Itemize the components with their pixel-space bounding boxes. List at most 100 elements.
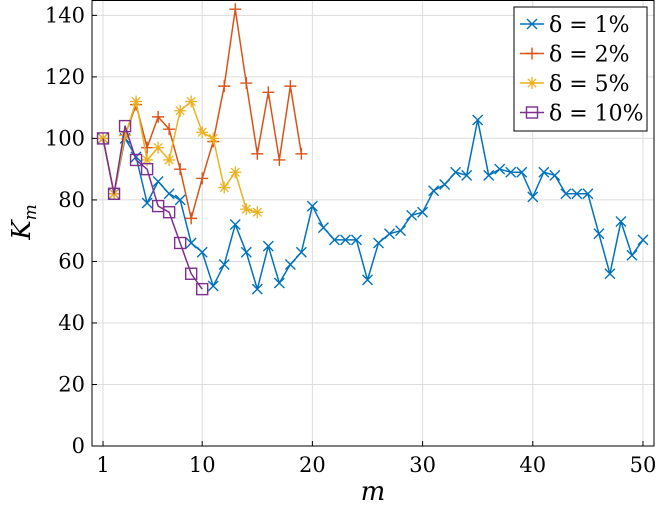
data-point-marker (107, 187, 121, 200)
y-tick-label: 40 (58, 311, 85, 335)
data-point-marker (162, 206, 176, 219)
data-point-marker (185, 212, 198, 225)
legend: δ = 1% δ = 2% δ = 5% δ = 10% (513, 6, 648, 132)
data-point-marker (582, 188, 594, 200)
y-tick-label: 0 (72, 434, 85, 458)
data-point-marker (218, 259, 230, 271)
data-point-marker (251, 283, 263, 295)
data-point-marker (174, 194, 186, 206)
data-point-marker (615, 215, 627, 227)
data-point-marker (229, 166, 242, 179)
data-point-marker (273, 153, 286, 166)
data-point-marker (505, 166, 517, 178)
series-line (102, 125, 203, 290)
data-point-marker (118, 119, 132, 133)
data-point-marker (96, 132, 110, 145)
data-point-marker (626, 249, 638, 261)
data-point-marker (119, 129, 132, 142)
data-point-marker (472, 114, 484, 126)
data-point-marker (218, 80, 231, 93)
data-point-marker (560, 188, 572, 200)
data-point-marker (152, 141, 165, 154)
data-point-marker (494, 163, 506, 175)
data-point-marker (527, 191, 539, 203)
x-tick-label: 30 (409, 453, 436, 477)
data-point-marker (361, 274, 373, 286)
legend-marker (526, 77, 538, 89)
data-point-marker (571, 188, 583, 200)
data-point-marker (229, 219, 241, 231)
data-point-marker (262, 240, 274, 252)
data-point-marker (538, 166, 550, 178)
data-point-marker (593, 228, 605, 240)
series-layer (96, 3, 649, 296)
data-point-marker (141, 197, 153, 209)
data-point-marker (251, 206, 264, 219)
y-tick-label: 140 (45, 3, 85, 27)
data-point-marker (284, 80, 297, 93)
data-point-marker (483, 169, 495, 181)
data-point-marker (339, 234, 351, 246)
data-point-marker (185, 95, 198, 108)
y-tick-label: 80 (58, 188, 85, 212)
legend-marker (526, 18, 538, 30)
data-point-marker (207, 132, 220, 145)
x-tick-label: 20 (299, 453, 326, 477)
data-point-marker (152, 110, 165, 123)
legend-label: δ = 1% (549, 13, 630, 38)
data-point-marker (240, 246, 252, 258)
data-point-marker (273, 277, 285, 289)
data-point-marker (604, 268, 616, 280)
data-point-marker (417, 206, 429, 218)
data-point-marker (130, 95, 143, 108)
x-axis-label: m (361, 477, 386, 507)
data-point-marker (251, 147, 264, 160)
data-point-marker (174, 104, 187, 117)
data-point-marker (328, 234, 340, 246)
data-point-marker (295, 147, 308, 160)
data-point-marker (350, 234, 362, 246)
data-point-marker (637, 234, 649, 246)
legend-item: δ = 10% (520, 102, 644, 127)
y-tick-label: 120 (45, 65, 85, 89)
data-point-marker (173, 236, 187, 250)
series-3 (97, 95, 264, 219)
data-point-marker (306, 200, 318, 212)
data-point-marker (317, 222, 329, 234)
data-point-marker (184, 267, 198, 280)
data-point-marker (152, 175, 164, 187)
y-tick-label: 100 (45, 126, 85, 150)
data-point-marker (174, 163, 187, 176)
data-point-marker (130, 151, 142, 163)
data-point-marker (163, 153, 176, 166)
data-point-marker (395, 225, 407, 237)
data-point-marker (428, 185, 440, 197)
legend-label: δ = 2% (549, 43, 630, 68)
legend-item: δ = 2% (520, 43, 630, 68)
data-point-marker (439, 179, 451, 191)
y-tick-label: 60 (58, 249, 85, 273)
data-point-marker (196, 246, 208, 258)
legend-marker (526, 47, 538, 60)
data-point-marker (141, 153, 154, 166)
tick-labels: 1 10 20 30 40 50 0 20 40 60 80 100 120 140 (45, 3, 656, 477)
data-point-marker (196, 172, 209, 185)
x-tick-label: 10 (189, 453, 216, 477)
data-point-marker (262, 86, 275, 99)
data-point-marker (384, 228, 396, 240)
data-point-marker (461, 169, 473, 181)
legend-label: δ = 10% (549, 102, 644, 127)
data-point-marker (284, 259, 296, 271)
data-point-marker (240, 203, 253, 216)
data-point-marker (516, 166, 528, 178)
data-point-marker (218, 181, 231, 194)
data-point-marker (195, 282, 209, 296)
series-1 (97, 114, 649, 295)
data-point-marker (141, 141, 154, 154)
data-point-marker (163, 188, 175, 200)
data-point-marker (549, 169, 561, 181)
data-point-marker (450, 166, 462, 178)
data-point-marker (207, 280, 219, 292)
x-tick-label: 1 (96, 453, 109, 477)
